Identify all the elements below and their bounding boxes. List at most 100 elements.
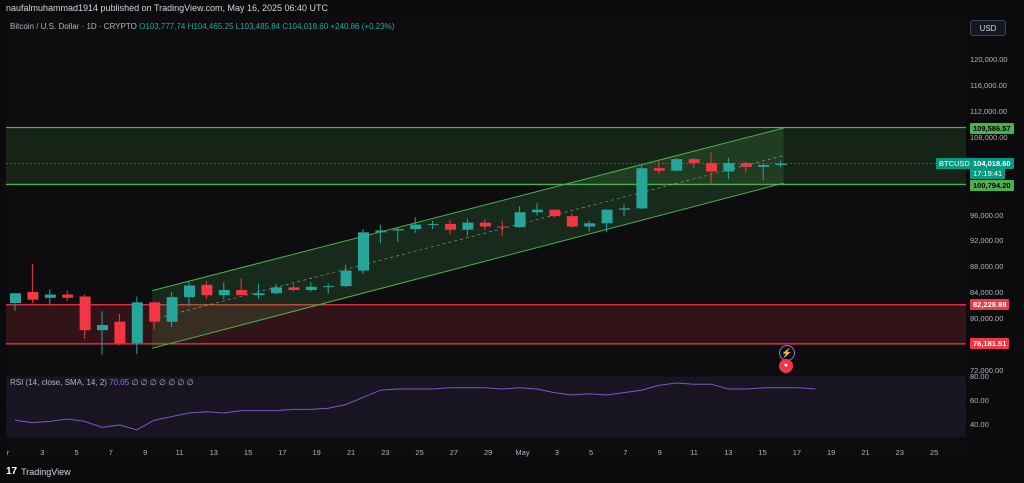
red-upper-level-tag: 82,228.98 — [970, 299, 1010, 310]
footer: 17 TradingView — [6, 466, 71, 477]
channel-mid-line — [152, 155, 784, 320]
candle-body — [305, 286, 317, 291]
rsi-label: RSI (14, close, SMA, 14, 2) — [10, 378, 107, 387]
time-tick: 23 — [381, 448, 390, 457]
candle-body — [340, 270, 352, 287]
candle-body — [653, 168, 665, 171]
countdown-tag: 17:19:41 — [970, 168, 1006, 179]
time-tick: 27 — [449, 448, 459, 457]
candle-body — [549, 209, 561, 217]
candle-body — [740, 163, 752, 167]
candle-body — [271, 287, 282, 294]
candle-body — [758, 164, 770, 167]
candle-body — [584, 223, 596, 227]
red-zone — [6, 304, 966, 344]
brand-name: TradingView — [21, 466, 71, 477]
flag-icon[interactable]: ● — [779, 359, 793, 373]
time-tick: 17 — [792, 448, 802, 457]
time-tick: 21 — [861, 448, 870, 457]
price-tick: 120,000.00 — [970, 55, 1008, 64]
candle-body — [688, 159, 700, 164]
price-tick: 96,000.00 — [970, 210, 1004, 220]
currency-button[interactable]: USD — [970, 20, 1006, 36]
channel-lower-line — [152, 182, 784, 349]
price-tick: 80,000.00 — [970, 314, 1004, 324]
candle-body — [462, 222, 474, 230]
current-price-tag: 104,018.60 — [970, 158, 1014, 169]
time-tick: 17 — [278, 448, 287, 457]
time-tick: 11 — [175, 448, 184, 457]
time-tick: 3 — [554, 448, 559, 457]
time-tick: 29 — [484, 448, 493, 457]
symbol-info: Bitcoin / U.S. Dollar · 1D · CRYPTO O103… — [10, 22, 394, 31]
time-tick: 7 — [623, 448, 628, 457]
candle-body — [375, 230, 387, 233]
candle-body — [479, 222, 491, 227]
candle-body — [201, 284, 213, 296]
candle-body — [288, 287, 300, 291]
price-tick: 84,000.00 — [970, 288, 1004, 298]
rsi-value: 70.05 — [109, 378, 130, 387]
time-tick: 15 — [243, 448, 253, 457]
chart-area[interactable] — [6, 16, 966, 458]
time-tick: 19 — [312, 448, 321, 457]
ticker-tag: BTCUSD — [936, 158, 973, 169]
candle-body — [706, 163, 717, 172]
rsi-tick: 80.00 — [970, 372, 989, 381]
candle-body — [323, 286, 335, 288]
candle-body — [775, 163, 787, 166]
candle-body — [79, 296, 91, 331]
candle-body — [97, 324, 108, 331]
rsi-band — [6, 377, 966, 437]
price-tick: 92,000.00 — [970, 236, 1004, 246]
candle-body — [532, 209, 543, 213]
candle-body — [62, 294, 74, 298]
candle-body — [445, 223, 456, 230]
time-tick: 21 — [346, 448, 356, 457]
rsi-line — [14, 382, 816, 431]
time-tick: 11 — [690, 448, 698, 457]
candle-body — [636, 168, 648, 209]
channel-upper-line — [152, 127, 784, 292]
candle-body — [601, 209, 613, 224]
candle-body — [131, 302, 143, 344]
time-tick: 25 — [415, 448, 424, 457]
time-tick: 9 — [657, 448, 662, 457]
lower-green-level-tag: 100,794.20 — [970, 180, 1014, 191]
time-tick: 5 — [74, 448, 79, 457]
candle-body — [149, 302, 161, 322]
red-lower-level-tag: 76,181.51 — [970, 338, 1010, 349]
time-tick: 13 — [209, 448, 218, 457]
ohlc-values: O103,777.74 H104,465.25 L103,485.84 C104… — [139, 22, 395, 31]
symbol-name: Bitcoin / U.S. Dollar · 1D · CRYPTO — [10, 22, 137, 31]
channel-fill — [152, 128, 784, 349]
candle-body — [27, 291, 39, 300]
candle-body — [566, 216, 578, 227]
candle-body — [236, 290, 248, 296]
time-tick: 7 — [108, 448, 113, 457]
candle-body — [218, 290, 230, 296]
price-tick: 116,000.00 — [970, 80, 1007, 90]
candle-body — [358, 232, 369, 271]
candle-body — [10, 293, 21, 303]
green-zone — [6, 127, 966, 185]
time-tick: 15 — [758, 448, 767, 457]
time-tick: 19 — [827, 448, 836, 457]
price-tick: 72,000.00 — [970, 366, 1004, 375]
time-tick: r — [6, 448, 10, 457]
time-tick: 9 — [143, 448, 148, 457]
time-tick: 23 — [895, 448, 904, 457]
time-tick: 13 — [724, 448, 733, 457]
time-tick: 25 — [929, 448, 939, 457]
time-tick: 3 — [40, 448, 45, 457]
candle-body — [514, 212, 526, 228]
price-axis[interactable] — [966, 16, 1024, 458]
candle-body — [427, 223, 439, 225]
candle-body — [671, 159, 683, 171]
time-tick: May — [515, 448, 530, 457]
candle-body — [497, 226, 509, 228]
publisher-line: naufalmuhammad1914 published on TradingV… — [6, 3, 329, 13]
rsi-legend: RSI (14, close, SMA, 14, 2) 70.05 ∅ ∅ ∅ … — [10, 378, 194, 387]
candle-body — [44, 294, 56, 298]
